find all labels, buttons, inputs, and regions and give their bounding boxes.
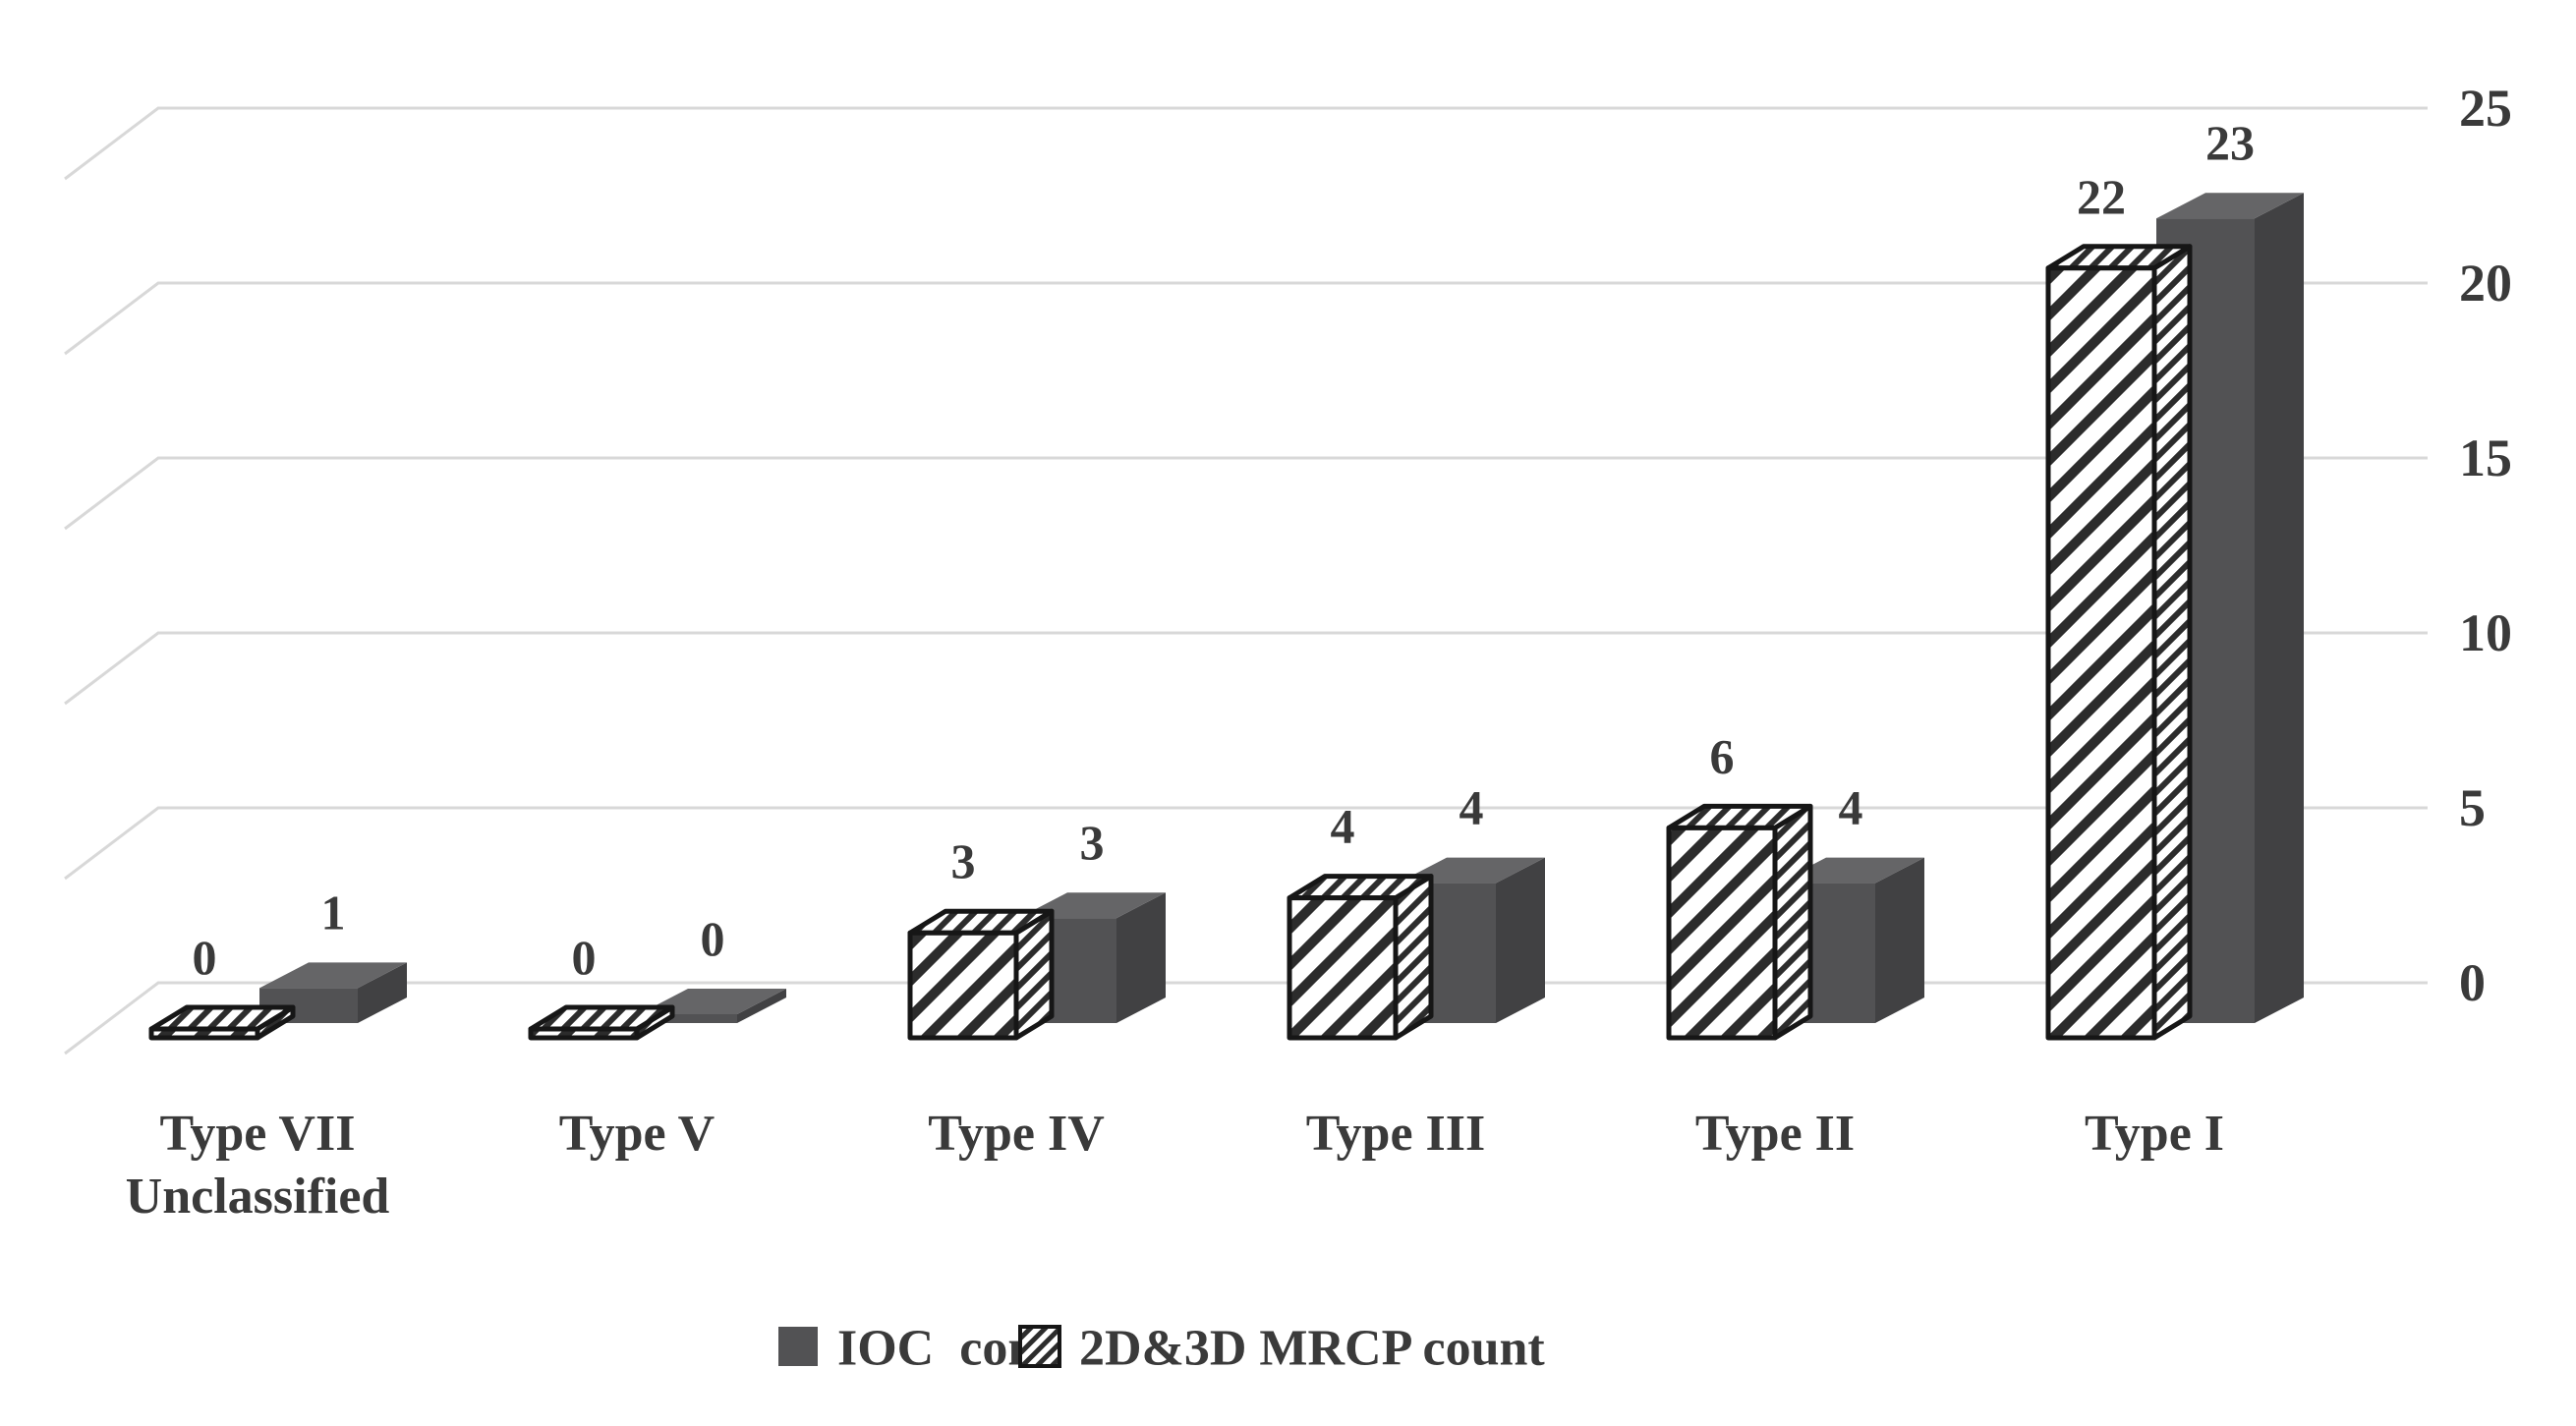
value-label-2d-3d-mrcp-count-type-vii: 0 xyxy=(193,930,217,985)
bar-group-type-v: 00 xyxy=(528,911,786,1041)
bar-2d-3d-mrcp-count-type-i-front-face xyxy=(2045,265,2157,1041)
category-label-type-v: Type V xyxy=(559,1106,715,1162)
legend-swatch-ioc-cont xyxy=(778,1327,818,1366)
bar-2d-3d-mrcp-count-type-ii-side-face xyxy=(1772,803,1813,1041)
y-tick-label-15: 15 xyxy=(2459,428,2512,487)
bar-group-type-iii: 44 xyxy=(1287,780,1545,1041)
legend: IOC cont 2D&3D MRCP count xyxy=(778,1321,1545,1377)
bar-ioc-cont-type-iv-side-face xyxy=(1116,892,1166,1023)
legend-label-2d3d-mrcp-count: 2D&3D MRCP count xyxy=(1079,1321,1545,1377)
value-label-2d-3d-mrcp-count-type-v: 0 xyxy=(572,930,597,985)
bar-2d-3d-mrcp-count-type-i-side-face xyxy=(2151,244,2193,1041)
bar-2d-3d-mrcp-count-type-iii-front-face xyxy=(1287,895,1399,1041)
value-label-2d-3d-mrcp-count-type-ii: 6 xyxy=(1710,728,1735,783)
y-tick-label-25: 25 xyxy=(2459,79,2512,138)
gridline-5 xyxy=(64,806,2428,881)
category-axis-labels: Type VII Unclassified Type V Type IV Type II… xyxy=(126,1106,2224,1225)
y-tick-label-5: 5 xyxy=(2459,778,2486,837)
bar-ioc-cont-type-iii-top-face xyxy=(1398,857,1545,884)
bar-ioc-cont-type-iv-top-face xyxy=(1018,892,1166,919)
value-label-ioc-cont-type-vii: 1 xyxy=(321,884,346,940)
value-label-ioc-cont-type-i: 23 xyxy=(2205,115,2255,170)
bar-ioc-cont-type-vii-top-face xyxy=(259,962,407,989)
bar-ioc-cont-type-ii-side-face xyxy=(1875,857,1924,1023)
value-label-ioc-cont-type-v: 0 xyxy=(701,911,725,966)
value-label-ioc-cont-type-iv: 3 xyxy=(1080,815,1105,870)
bar-ioc-cont-type-ii-top-face xyxy=(1777,857,1924,884)
y-tick-label-20: 20 xyxy=(2459,254,2512,313)
bar-2d-3d-mrcp-count-type-v-front-face xyxy=(528,1026,640,1041)
legend-label-ioc-cont: IOC cont xyxy=(837,1321,1054,1377)
value-label-2d-3d-mrcp-count-type-iii: 4 xyxy=(1331,799,1355,854)
category-label-type-iii: Type III xyxy=(1306,1106,1486,1162)
bar-ioc-cont-type-iii-side-face xyxy=(1496,857,1545,1023)
bar-2d-3d-mrcp-count-type-iii-side-face xyxy=(1393,874,1434,1041)
bar-2d-3d-mrcp-count-type-iv-front-face xyxy=(907,930,1019,1041)
y-axis-tick-labels: 0 5 10 15 20 25 xyxy=(2459,79,2512,1012)
bar-ioc-cont-type-v-top-face xyxy=(639,989,786,1014)
y-tick-label-10: 10 xyxy=(2459,603,2512,662)
bar-ioc-cont-type-i-side-face xyxy=(2255,193,2304,1023)
gridline-15 xyxy=(64,456,2428,531)
bar-ioc-cont-type-v-front-face xyxy=(639,1014,737,1023)
bar-ioc-cont-type-v-side-face xyxy=(737,989,786,1023)
bar-ioc-cont-type-vii-side-face xyxy=(358,962,407,1023)
category-label-type-vii: Type VII Unclassified xyxy=(126,1106,390,1225)
bar-group-type-i: 23 22 xyxy=(2045,115,2304,1041)
bar-2d-3d-mrcp-count-type-vii-front-face xyxy=(148,1026,260,1041)
value-label-2d-3d-mrcp-count-type-i: 22 xyxy=(2077,169,2126,224)
gridline-20 xyxy=(64,281,2428,356)
value-label-ioc-cont-type-ii: 4 xyxy=(1839,780,1863,835)
bar-group-type-ii: 46 xyxy=(1666,728,1924,1041)
category-label-type-ii: Type II xyxy=(1695,1106,1855,1162)
value-label-2d-3d-mrcp-count-type-iv: 3 xyxy=(951,833,976,888)
bar-group-type-iv: 33 xyxy=(907,815,1166,1041)
value-label-ioc-cont-type-iii: 4 xyxy=(1460,780,1484,835)
gridline-10 xyxy=(64,631,2428,706)
legend-swatch-2d3d-mrcp-count xyxy=(1018,1325,1061,1368)
bar-ioc-cont-type-i-top-face xyxy=(2156,193,2304,219)
category-label-type-iv: Type IV xyxy=(928,1106,1105,1162)
bar-2d-3d-mrcp-count-type-ii-front-face xyxy=(1666,825,1778,1041)
bar-group-type-vii: 10 xyxy=(148,884,407,1041)
y-tick-label-0: 0 xyxy=(2459,953,2486,1012)
gridline-25 xyxy=(64,106,2428,181)
category-label-type-i: Type I xyxy=(2085,1106,2224,1162)
